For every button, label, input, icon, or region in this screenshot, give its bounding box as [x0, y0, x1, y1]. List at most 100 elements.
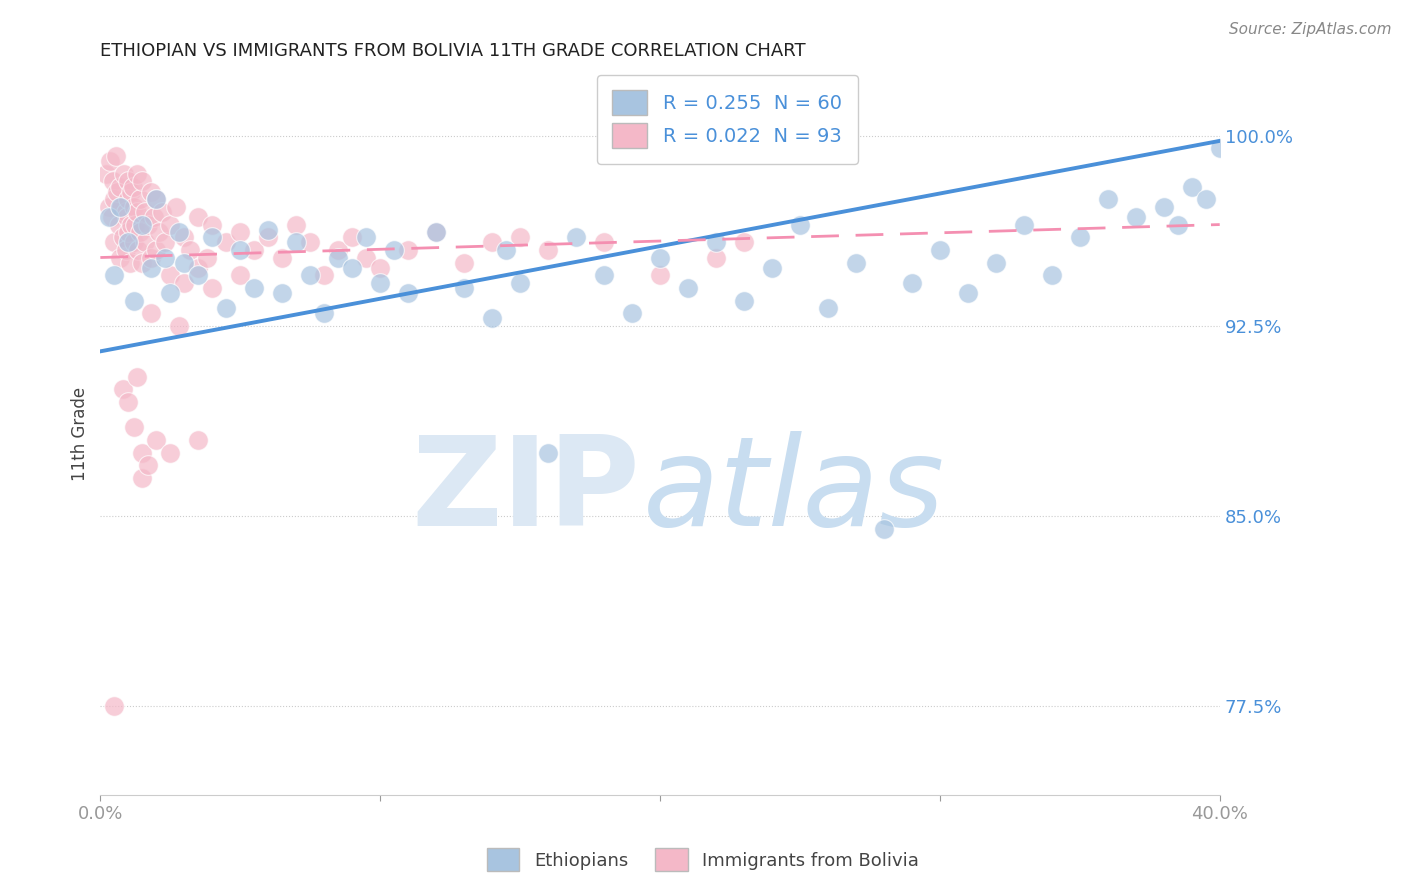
- Point: [481, 311, 503, 326]
- Point: [145, 192, 167, 206]
- Point: [593, 235, 616, 250]
- Point: [111, 230, 134, 244]
- Point: [195, 251, 218, 265]
- Point: [453, 281, 475, 295]
- Point: [117, 192, 139, 206]
- Point: [139, 260, 162, 275]
- Point: [117, 174, 139, 188]
- Point: [368, 276, 391, 290]
- Point: [509, 276, 531, 290]
- Point: [125, 167, 148, 181]
- Point: [120, 185, 142, 199]
- Point: [201, 281, 224, 295]
- Point: [153, 251, 176, 265]
- Point: [187, 210, 209, 224]
- Legend: R = 0.255  N = 60, R = 0.022  N = 93: R = 0.255 N = 60, R = 0.022 N = 93: [598, 75, 858, 164]
- Point: [134, 235, 156, 250]
- Text: Source: ZipAtlas.com: Source: ZipAtlas.com: [1229, 22, 1392, 37]
- Point: [271, 285, 294, 300]
- Point: [187, 260, 209, 275]
- Point: [173, 255, 195, 269]
- Point: [1195, 192, 1218, 206]
- Point: [104, 149, 127, 163]
- Point: [314, 268, 336, 283]
- Point: [105, 185, 128, 199]
- Point: [139, 251, 162, 265]
- Point: [153, 235, 176, 250]
- Point: [509, 230, 531, 244]
- Point: [131, 255, 153, 269]
- Point: [103, 235, 125, 250]
- Point: [108, 251, 131, 265]
- Point: [131, 174, 153, 188]
- Point: [928, 243, 950, 257]
- Text: atlas: atlas: [644, 431, 945, 552]
- Point: [98, 154, 121, 169]
- Point: [159, 285, 181, 300]
- Point: [382, 243, 405, 257]
- Point: [187, 433, 209, 447]
- Point: [817, 301, 839, 316]
- Point: [314, 306, 336, 320]
- Point: [648, 268, 671, 283]
- Point: [103, 192, 125, 206]
- Point: [173, 230, 195, 244]
- Point: [201, 230, 224, 244]
- Point: [139, 306, 162, 320]
- Point: [101, 174, 124, 188]
- Point: [122, 235, 145, 250]
- Point: [136, 458, 159, 473]
- Point: [984, 255, 1007, 269]
- Point: [114, 205, 136, 219]
- Point: [299, 268, 322, 283]
- Point: [1153, 200, 1175, 214]
- Point: [159, 218, 181, 232]
- Point: [108, 179, 131, 194]
- Point: [1181, 179, 1204, 194]
- Point: [110, 200, 132, 214]
- Point: [165, 200, 187, 214]
- Point: [593, 268, 616, 283]
- Point: [425, 225, 447, 239]
- Point: [122, 200, 145, 214]
- Point: [328, 251, 350, 265]
- Point: [124, 218, 146, 232]
- Point: [425, 225, 447, 239]
- Point: [142, 210, 165, 224]
- Point: [107, 218, 129, 232]
- Point: [97, 210, 120, 224]
- Point: [285, 235, 308, 250]
- Point: [354, 251, 377, 265]
- Point: [396, 243, 419, 257]
- Point: [229, 268, 252, 283]
- Point: [229, 243, 252, 257]
- Point: [1040, 268, 1063, 283]
- Point: [187, 268, 209, 283]
- Point: [229, 225, 252, 239]
- Point: [167, 225, 190, 239]
- Point: [150, 205, 173, 219]
- Point: [704, 251, 727, 265]
- Point: [396, 285, 419, 300]
- Point: [179, 243, 201, 257]
- Point: [117, 235, 139, 250]
- Text: ZIP: ZIP: [412, 431, 640, 552]
- Point: [537, 446, 560, 460]
- Point: [873, 522, 896, 536]
- Point: [128, 192, 150, 206]
- Point: [328, 243, 350, 257]
- Point: [111, 383, 134, 397]
- Point: [131, 446, 153, 460]
- Point: [139, 185, 162, 199]
- Point: [676, 281, 699, 295]
- Point: [125, 205, 148, 219]
- Y-axis label: 11th Grade: 11th Grade: [72, 387, 89, 481]
- Point: [145, 192, 167, 206]
- Point: [342, 260, 364, 275]
- Point: [1012, 218, 1035, 232]
- Point: [789, 218, 811, 232]
- Point: [342, 230, 364, 244]
- Point: [201, 218, 224, 232]
- Point: [354, 230, 377, 244]
- Point: [1209, 141, 1232, 155]
